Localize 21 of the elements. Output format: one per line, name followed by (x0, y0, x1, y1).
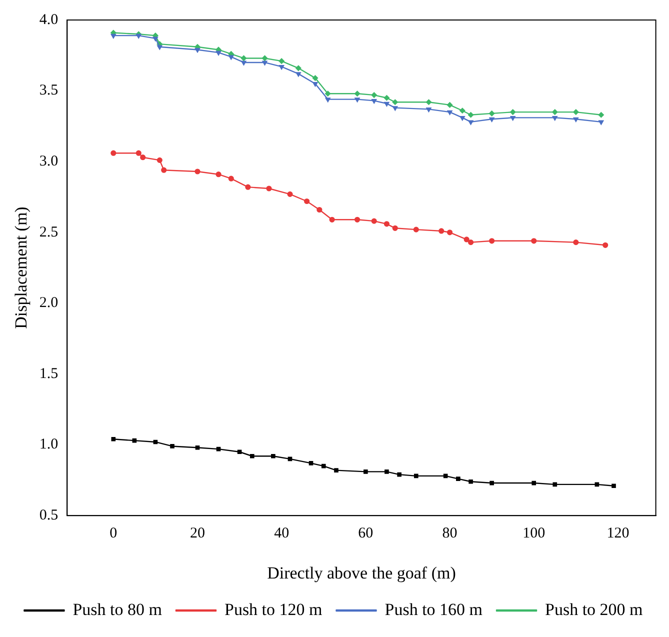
x-tick-label: 40 (274, 526, 290, 542)
y-tick-label: 4.0 (39, 12, 58, 28)
y-tick-label: 1.0 (39, 436, 58, 453)
legend-label: Push to 120 m (224, 600, 322, 619)
y-tick-label: 3.5 (39, 82, 58, 99)
legend-label: Push to 160 m (384, 600, 483, 619)
x-tick-label: 60 (358, 526, 374, 542)
legend-label: Push to 200 m (545, 600, 643, 619)
y-tick-label: 1.5 (39, 366, 58, 382)
y-tick-label: 0.5 (39, 508, 58, 524)
x-tick-label: 0 (110, 526, 118, 542)
y-axis-title: Displacement (m) (12, 206, 31, 329)
x-tick-label: 20 (190, 526, 205, 542)
y-tick-label: 2.0 (39, 295, 58, 312)
y-tick-label: 2.5 (39, 224, 58, 240)
x-tick-label: 120 (606, 526, 630, 542)
x-axis-title: Directly above the goaf (m) (267, 563, 456, 582)
legend-label: Push to 80 m (72, 600, 162, 619)
x-tick-label: 100 (522, 526, 546, 542)
y-tick-label: 3.0 (39, 154, 58, 170)
x-tick-label: 80 (442, 526, 458, 542)
